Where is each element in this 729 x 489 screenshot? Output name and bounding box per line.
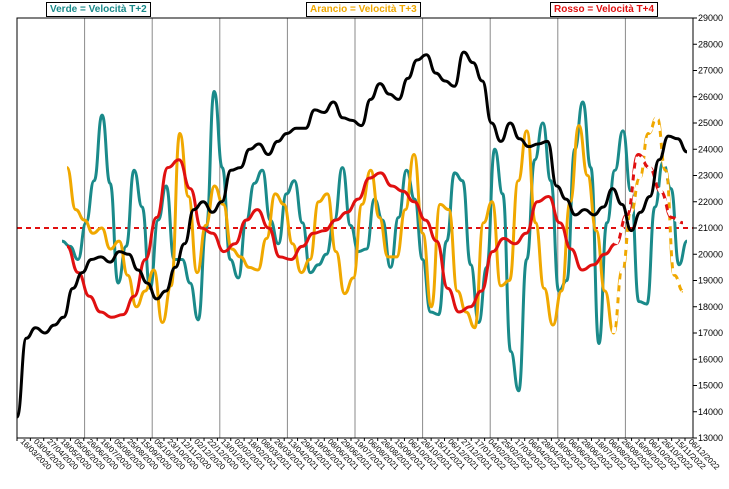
y-tick-label: 23000 bbox=[698, 171, 723, 181]
legend-verde-text: Verde = Velocità T+2 bbox=[50, 4, 147, 15]
series-line-arancio bbox=[65, 116, 684, 335]
y-tick-label: 28000 bbox=[698, 39, 723, 49]
series-group bbox=[15, 50, 689, 419]
y-tick-label: 14000 bbox=[698, 407, 723, 417]
legend-rosso: Rosso = Velocità T+4 bbox=[550, 2, 659, 17]
y-tick-label: 17000 bbox=[698, 328, 723, 338]
y-tick-label: 13000 bbox=[698, 433, 723, 443]
y-tick-label: 16000 bbox=[698, 354, 723, 364]
y-tick-label: 24000 bbox=[698, 144, 723, 154]
series-tail-gap-rosso bbox=[613, 150, 684, 245]
y-tick-label: 20000 bbox=[698, 249, 723, 259]
y-axis-ticks: 13000 14000 15000 16000 17000 18000 19000 20000… bbox=[693, 13, 723, 443]
y-tick-label: 15000 bbox=[698, 381, 723, 391]
series-line-verde bbox=[61, 90, 689, 393]
series-line-indice bbox=[15, 50, 688, 419]
legend-rosso-text: Rosso = Velocità T+4 bbox=[554, 4, 655, 15]
y-tick-label: 25000 bbox=[698, 118, 723, 128]
x-axis-ticks: 16/03/202003/04/202027/04/202018/05/2020… bbox=[16, 437, 722, 472]
y-tick-label: 21000 bbox=[698, 223, 723, 233]
y-tick-label: 29000 bbox=[698, 13, 723, 23]
legend-arancio: Arancio = Velocità T+3 bbox=[306, 2, 421, 17]
legend-arancio-text: Arancio = Velocità T+3 bbox=[310, 4, 417, 15]
y-tick-label: 26000 bbox=[698, 92, 723, 102]
y-tick-label: 22000 bbox=[698, 197, 723, 207]
series-line-rosso bbox=[66, 153, 684, 319]
y-tick-label: 18000 bbox=[698, 302, 723, 312]
y-tick-label: 19000 bbox=[698, 276, 723, 286]
legend-verde: Verde = Velocità T+2 bbox=[46, 2, 151, 17]
y-tick-label: 27000 bbox=[698, 66, 723, 76]
